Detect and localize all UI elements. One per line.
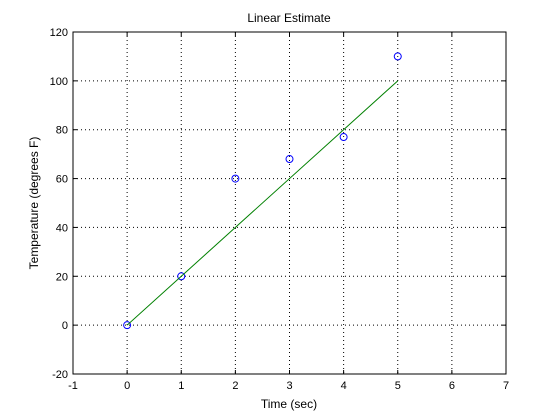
plot-area: -1 0 1 2 3 4 5 6 7 -20 0 20 40 60 80 100 120 <box>50 27 509 392</box>
y-axis-label: Temperature (degrees F) <box>27 137 41 270</box>
data-point <box>393 52 402 61</box>
y-tick-label: 0 <box>62 320 68 332</box>
axes-background <box>73 32 506 374</box>
x-tick-label: 5 <box>395 380 401 392</box>
data-point <box>177 272 186 281</box>
y-tick-label: 100 <box>50 76 68 88</box>
chart-title: Linear Estimate <box>247 11 331 25</box>
y-tick-label: 40 <box>56 222 68 234</box>
data-point <box>123 321 132 330</box>
data-series <box>123 52 402 330</box>
y-tick-label: -20 <box>52 369 68 381</box>
tick-marks <box>72 31 507 375</box>
x-tick-label: 3 <box>286 380 292 392</box>
x-tick-label: 4 <box>341 380 347 392</box>
x-tick-labels: -1 0 1 2 3 4 5 6 7 <box>68 380 509 392</box>
y-tick-label: 20 <box>56 271 68 283</box>
x-tick-label: 6 <box>449 380 455 392</box>
y-tick-label: 120 <box>50 27 68 39</box>
x-tick-label: 7 <box>503 380 509 392</box>
x-tick-label: 0 <box>124 380 130 392</box>
x-tick-label: 2 <box>232 380 238 392</box>
x-axis-label: Time (sec) <box>261 397 317 411</box>
data-point <box>285 155 294 164</box>
data-point <box>339 133 348 142</box>
y-tick-label: 80 <box>56 125 68 137</box>
y-tick-labels: -20 0 20 40 60 80 100 120 <box>50 27 68 381</box>
x-tick-label: 1 <box>178 380 184 392</box>
x-tick-label: -1 <box>68 380 78 392</box>
y-tick-label: 60 <box>56 174 68 186</box>
data-point <box>231 174 240 183</box>
fit-line <box>126 80 399 326</box>
